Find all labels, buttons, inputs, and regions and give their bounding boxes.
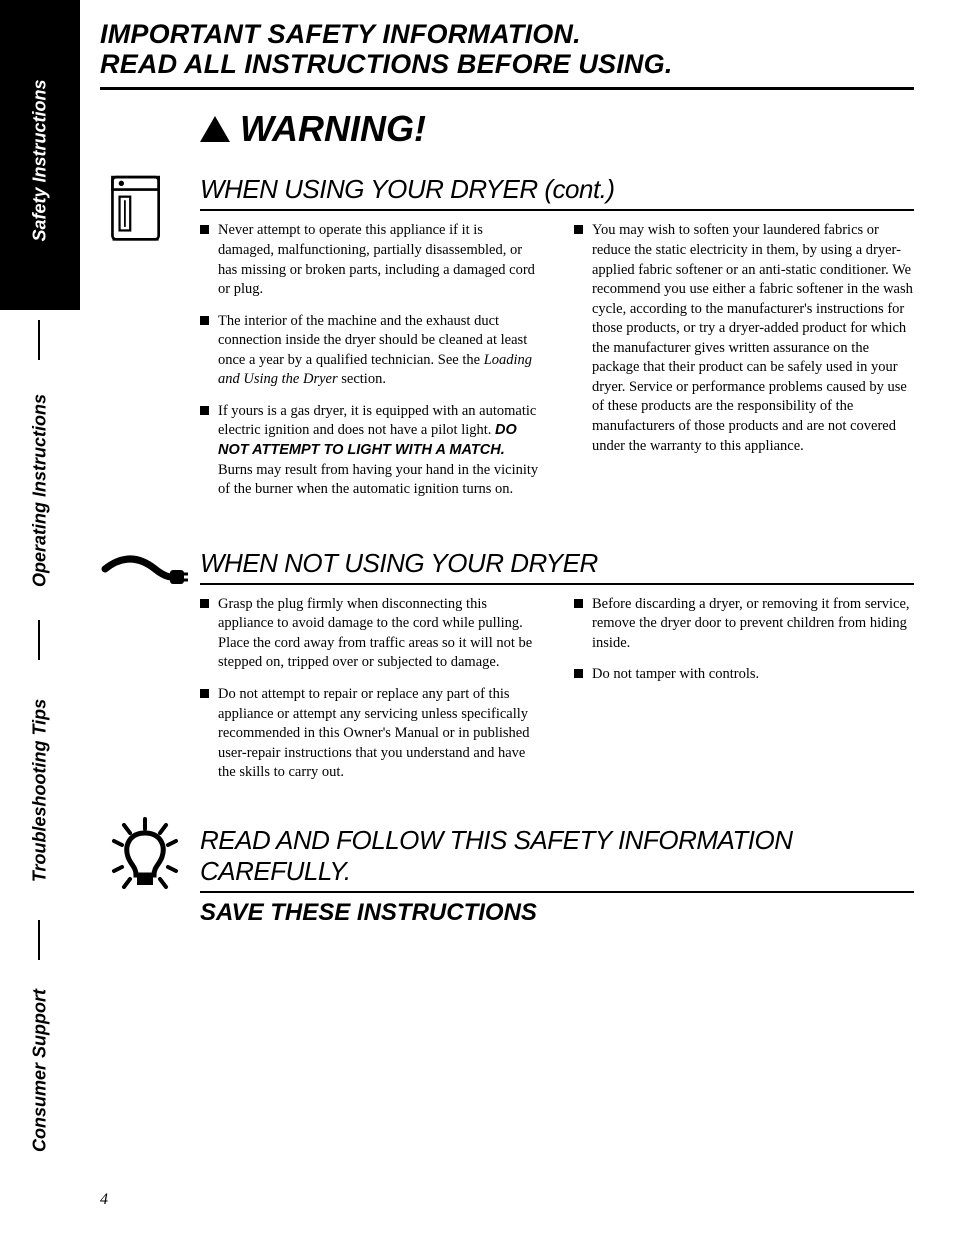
bullet-item: Grasp the plug firmly when disconnecting…	[200, 595, 540, 673]
bullet-item: If yours is a gas dryer, it is equipped …	[200, 402, 540, 500]
bullet-text: Never attempt to operate this appliance …	[218, 222, 535, 297]
page-content: IMPORTANT SAFETY INFORMATION. READ ALL I…	[100, 20, 914, 927]
save-heading-2: SAVE THESE INSTRUCTIONS	[200, 899, 914, 927]
tab-label: Consumer Support	[30, 976, 51, 1166]
tab-divider	[38, 920, 40, 960]
dryer-icon	[100, 170, 190, 260]
tab-label: Troubleshooting Tips	[30, 691, 51, 891]
title-rule	[100, 87, 914, 90]
tab-label: Safety Instructions	[30, 71, 51, 251]
bullet-text: Burns may result from having your hand i…	[218, 462, 538, 498]
warning-heading: WARNING!	[200, 108, 914, 150]
bullet-item: Before discarding a dryer, or removing i…	[574, 595, 914, 654]
bullet-text: If yours is a gas dryer, it is equipped …	[218, 403, 536, 439]
title-line-2: READ ALL INSTRUCTIONS BEFORE USING.	[100, 50, 914, 80]
section-when-not-using-dryer: WHEN NOT USING YOUR DRYER Grasp the plug…	[100, 548, 914, 795]
title-line-1: IMPORTANT SAFETY INFORMATION.	[100, 20, 914, 50]
section-heading: WHEN NOT USING YOUR DRYER	[200, 548, 914, 579]
tab-troubleshooting-tips[interactable]: Troubleshooting Tips	[0, 660, 80, 910]
tab-safety-instructions[interactable]: Safety Instructions	[0, 0, 80, 310]
tab-divider	[38, 320, 40, 360]
plug-icon	[100, 544, 190, 634]
bullet-text: The interior of the machine and the exha…	[218, 313, 527, 368]
tab-divider	[38, 620, 40, 660]
page-number: 4	[100, 1191, 108, 1209]
column-right: You may wish to soften your laundered fa…	[574, 221, 914, 511]
bullet-text: Grasp the plug firmly when disconnecting…	[218, 596, 532, 671]
section-rule	[200, 209, 914, 211]
tab-consumer-support[interactable]: Consumer Support	[0, 960, 80, 1180]
bullet-item: Do not attempt to repair or replace any …	[200, 685, 540, 783]
bullet-text: Do not attempt to repair or replace any …	[218, 686, 529, 780]
lightbulb-icon	[100, 815, 190, 905]
bullet-item: Do not tamper with controls.	[574, 665, 914, 685]
bullet-item: The interior of the machine and the exha…	[200, 312, 540, 390]
bullet-text: Do not tamper with controls.	[592, 666, 759, 682]
page-title-block: IMPORTANT SAFETY INFORMATION. READ ALL I…	[100, 20, 914, 79]
section-save-instructions: READ AND FOLLOW THIS SAFETY INFORMATION …	[100, 825, 914, 927]
column-left: Never attempt to operate this appliance …	[200, 221, 540, 511]
section-rule	[200, 891, 914, 893]
section-heading: WHEN USING YOUR DRYER (cont.)	[200, 174, 914, 205]
tab-operating-instructions[interactable]: Operating Instructions	[0, 360, 80, 610]
warning-text: WARNING!	[240, 108, 426, 150]
bullet-item: You may wish to soften your laundered fa…	[574, 221, 914, 456]
bullet-text: You may wish to soften your laundered fa…	[592, 222, 913, 453]
warning-triangle-icon	[200, 116, 230, 142]
bullet-text: Before discarding a dryer, or removing i…	[592, 596, 910, 651]
tab-label: Operating Instructions	[30, 381, 51, 601]
section-rule	[200, 583, 914, 585]
column-left: Grasp the plug firmly when disconnecting…	[200, 595, 540, 795]
sidebar-tabs: Safety Instructions Operating Instructio…	[0, 0, 80, 1239]
bullet-item: Never attempt to operate this appliance …	[200, 221, 540, 299]
column-right: Before discarding a dryer, or removing i…	[574, 595, 914, 795]
bullet-text: section.	[338, 371, 386, 387]
section-when-using-dryer: WHEN USING YOUR DRYER (cont.) Never atte…	[100, 174, 914, 511]
save-heading-1: READ AND FOLLOW THIS SAFETY INFORMATION …	[200, 825, 914, 887]
